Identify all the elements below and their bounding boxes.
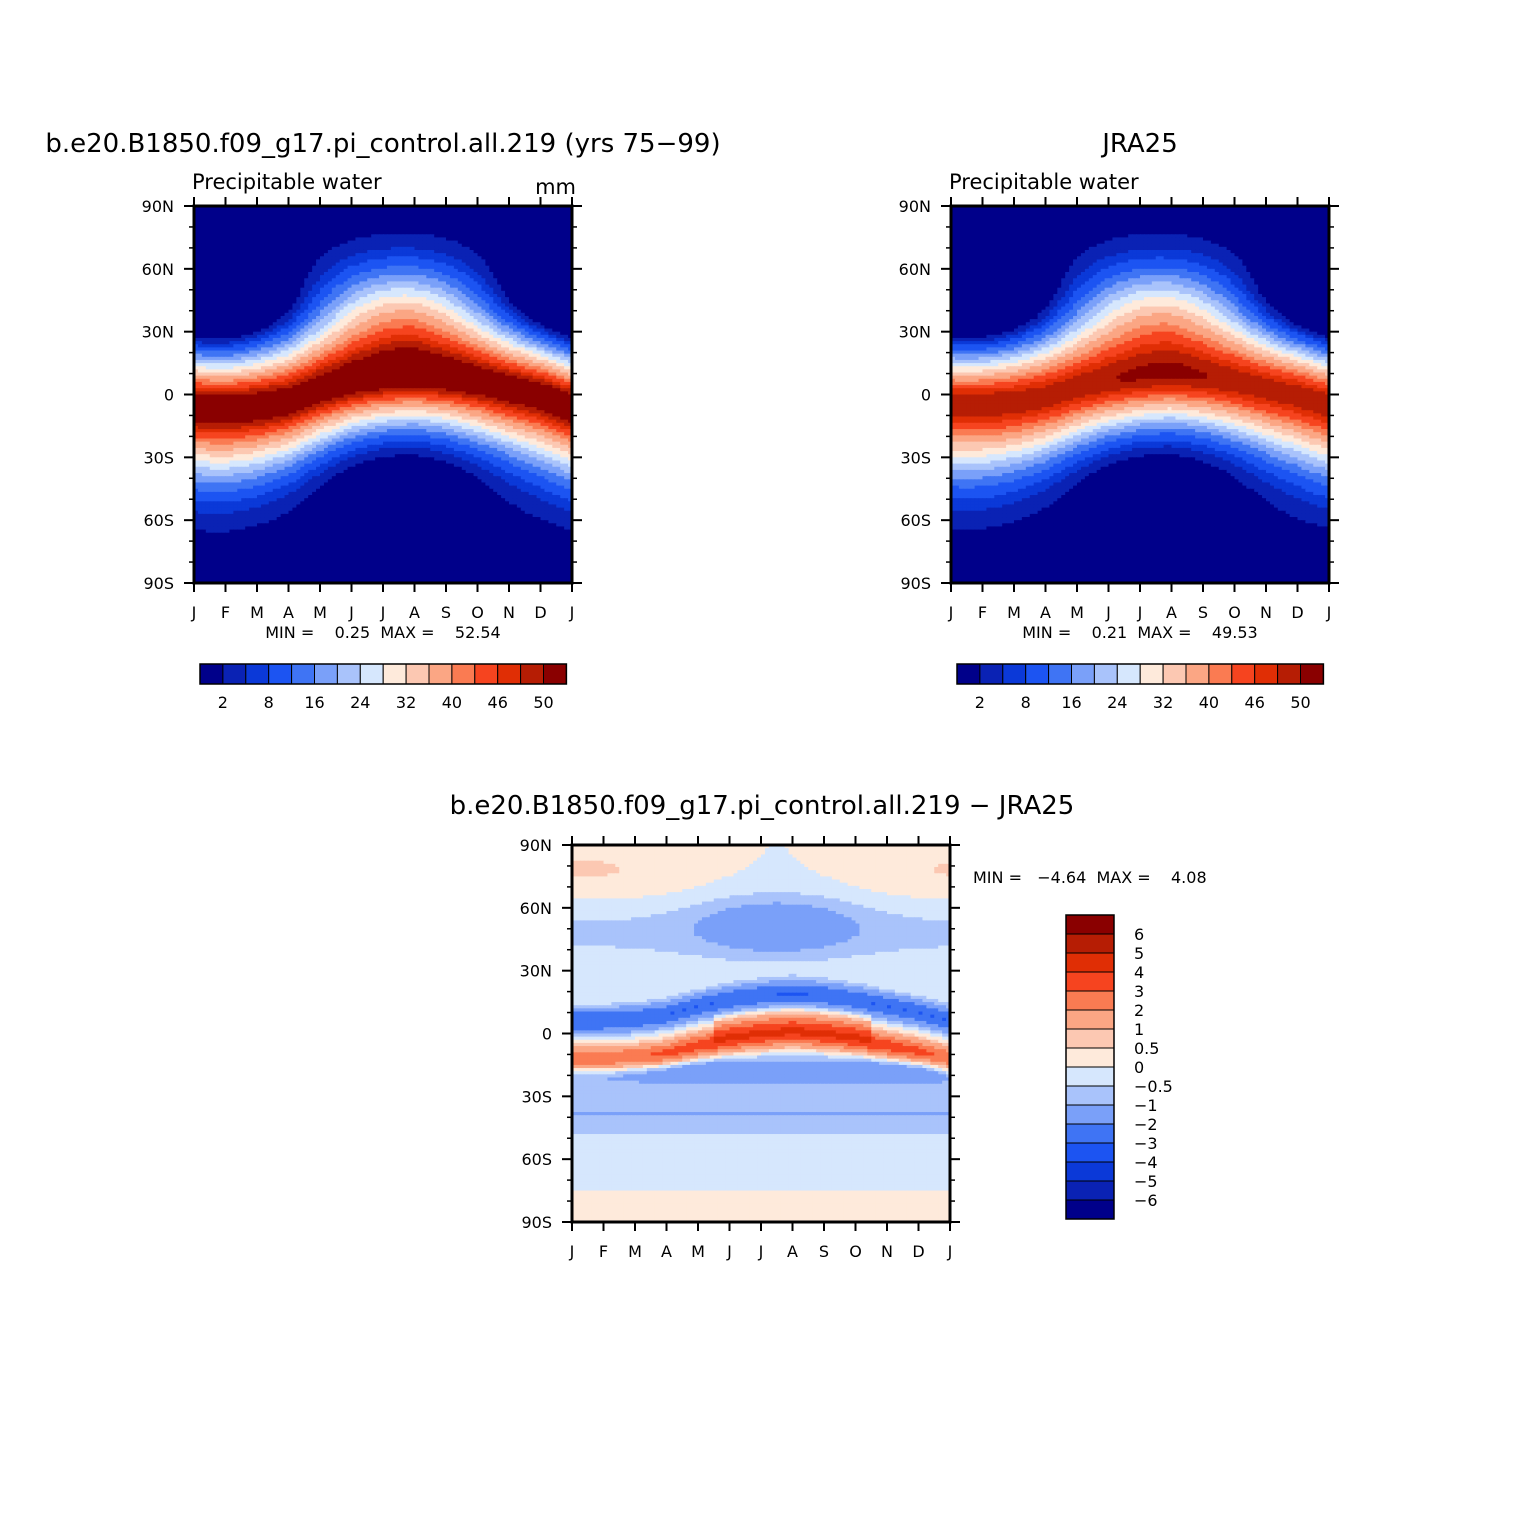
- panel-model-contour-field: [194, 206, 573, 584]
- panel-model-variable-label: Precipitable water: [192, 170, 382, 194]
- panel-model-title: b.e20.B1850.f09_g17.pi_control.all.219 (…: [45, 129, 720, 159]
- panel-model: b.e20.B1850.f09_g17.pi_control.all.219 (…: [45, 129, 720, 712]
- panel-model-units-label: mm: [535, 175, 576, 199]
